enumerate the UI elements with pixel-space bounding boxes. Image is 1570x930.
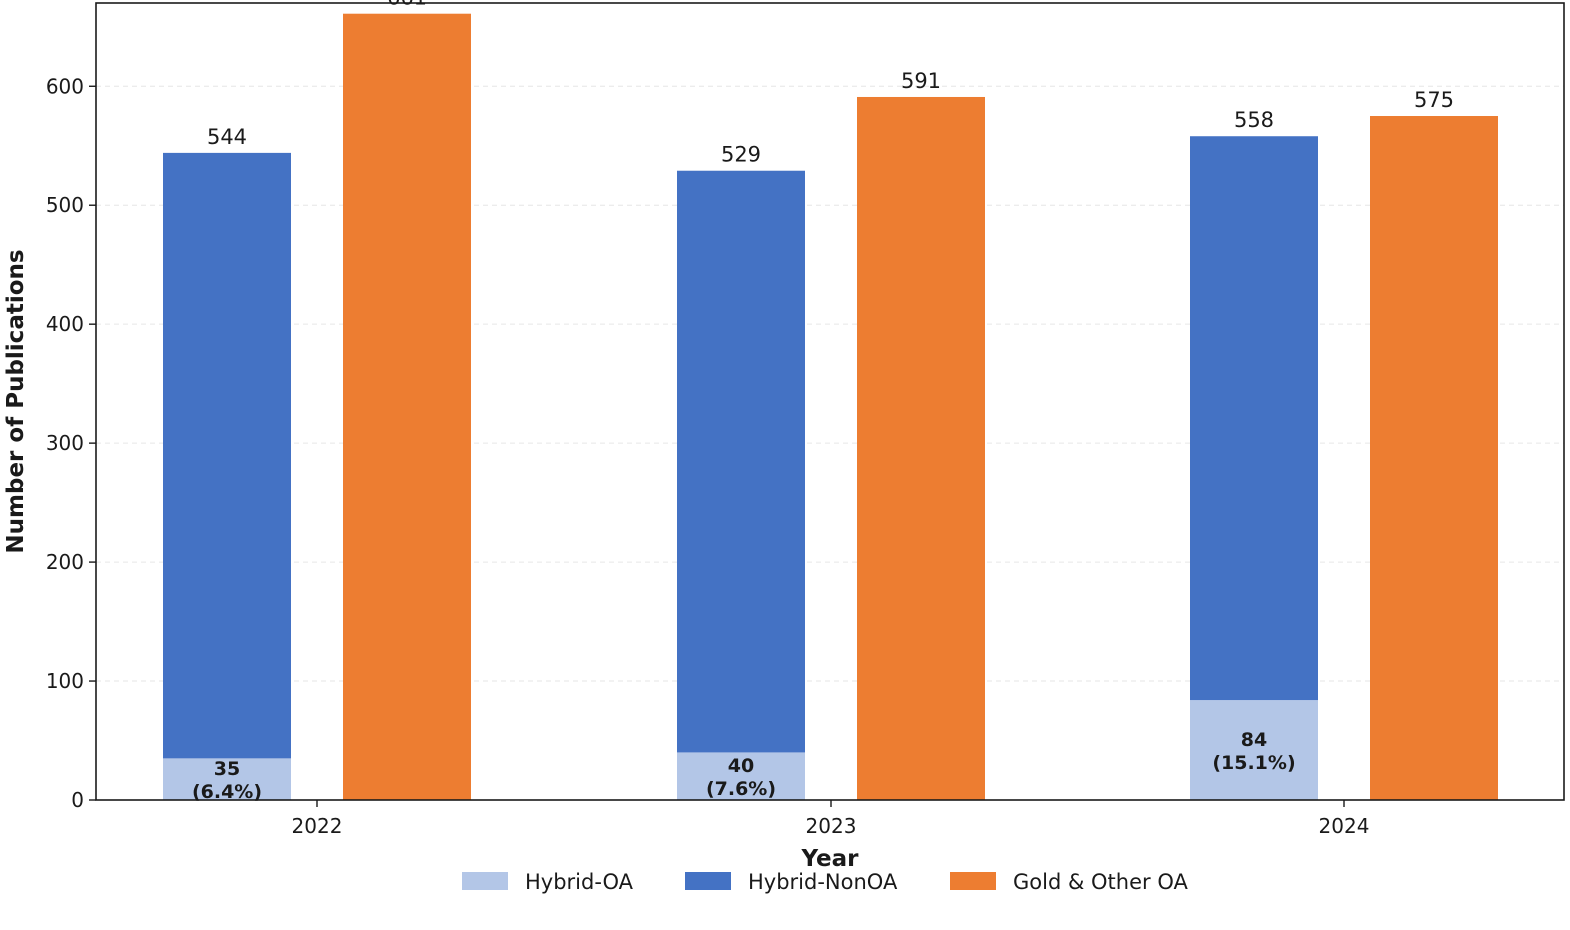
y-tick-label: 600 [46, 74, 84, 98]
plot-frame [95, 2, 1565, 801]
axes: 0 100 200 300 400 500 600 2022 2023 2024 [46, 74, 1370, 838]
hybrid-total-label: 544 [207, 125, 247, 149]
y-tick-label: 400 [46, 312, 84, 336]
y-tick-label: 500 [46, 193, 84, 217]
hybrid-oa-percent-label: (6.4%) [192, 781, 262, 803]
bar-hybrid-nonoa [163, 152, 291, 759]
y-tick-label: 100 [46, 669, 84, 693]
bar-gold-oa [343, 13, 471, 800]
x-tick-label: 2023 [806, 814, 857, 838]
y-tick-label: 0 [71, 788, 84, 812]
gold-total-label: 661 [387, 0, 427, 10]
grid [96, 85, 1564, 682]
hybrid-oa-percent-label: (15.1%) [1212, 752, 1295, 774]
legend-swatch [950, 872, 996, 890]
bar-hybrid-oa [677, 752, 805, 800]
hybrid-oa-percent-label: (7.6%) [706, 778, 776, 800]
legend-label: Hybrid-OA [525, 870, 634, 894]
legend: Hybrid-OA Hybrid-NonOA Gold & Other OA [462, 870, 1188, 894]
y-tick-label: 200 [46, 550, 84, 574]
hybrid-oa-count-label: 84 [1241, 729, 1267, 751]
legend-label: Gold & Other OA [1013, 870, 1188, 894]
data-labels: 544 661 35(6.4%) 529 591 40(7.6%) 558 575 84(15.… [192, 0, 1454, 803]
gold-total-label: 575 [1414, 88, 1454, 112]
hybrid-total-label: 529 [721, 143, 761, 167]
bar-hybrid-oa [163, 758, 291, 800]
hybrid-oa-count-label: 40 [728, 755, 754, 777]
bars [163, 13, 1498, 801]
y-axis-title: Number of Publications [3, 249, 29, 553]
hybrid-oa-count-label: 35 [214, 758, 240, 780]
x-axis-title: Year [800, 846, 859, 872]
legend-swatch [462, 872, 508, 890]
bar-hybrid-oa [1190, 700, 1318, 800]
bar-hybrid-nonoa [677, 170, 805, 753]
legend-label: Hybrid-NonOA [748, 870, 898, 894]
x-tick-label: 2024 [1319, 814, 1370, 838]
legend-swatch [685, 872, 731, 890]
y-tick-label: 300 [46, 431, 84, 455]
bar-gold-oa [857, 96, 985, 801]
hybrid-total-label: 558 [1234, 108, 1274, 132]
bar-gold-oa [1370, 116, 1498, 801]
x-tick-label: 2022 [292, 814, 343, 838]
bar-hybrid-nonoa [1190, 136, 1318, 701]
gold-total-label: 591 [901, 69, 941, 93]
